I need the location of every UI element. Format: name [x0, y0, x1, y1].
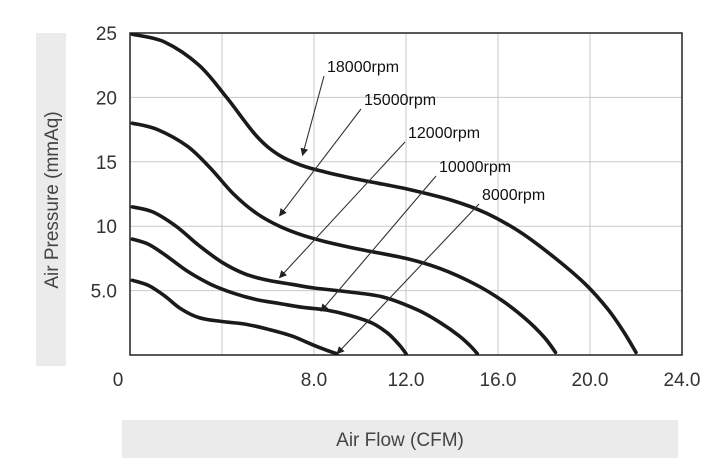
series-curves: [130, 32, 638, 356]
curve-10000rpm: [130, 237, 408, 356]
x-tick-label: 20.0: [572, 370, 609, 391]
leader-18000rpm: [300, 75, 325, 157]
curve-12000rpm: [130, 205, 480, 356]
x-tick-label: 0: [113, 370, 124, 391]
y-axis-title: Air Pressure (mmAq): [42, 111, 63, 288]
y-axis-ticks: 5.0 10 15 20 25: [91, 24, 117, 303]
series-labels: 18000rpm 15000rpm 12000rpm 10000rpm 8000rpm: [327, 59, 545, 204]
y-tick-label: 10: [96, 217, 117, 238]
curve-15000rpm: [130, 121, 558, 355]
x-axis-title: Air Flow (CFM): [336, 430, 464, 451]
label-10000rpm: 10000rpm: [439, 159, 511, 176]
x-tick-label: 8.0: [301, 370, 327, 391]
x-tick-label: 24.0: [664, 370, 701, 391]
y-tick-label: 25: [96, 24, 117, 45]
label-18000rpm: 18000rpm: [327, 59, 399, 76]
y-tick-label: 15: [96, 153, 117, 174]
curve-8000rpm: [130, 278, 339, 356]
x-axis-ticks: 0 8.0 12.0 16.0 20.0 24.0: [113, 370, 701, 391]
series-leader-arrows: [278, 75, 480, 355]
y-axis-title-background: [36, 33, 66, 366]
x-tick-label: 12.0: [388, 370, 425, 391]
leader-15000rpm: [279, 108, 362, 217]
x-tick-label: 16.0: [480, 370, 517, 391]
leader-8000rpm: [336, 203, 480, 355]
label-8000rpm: 8000rpm: [482, 187, 545, 204]
curve-18000rpm: [130, 32, 638, 355]
leader-12000rpm: [278, 141, 406, 279]
leader-10000rpm: [320, 175, 437, 312]
label-12000rpm: 12000rpm: [408, 125, 480, 142]
x-axis-title-background: [122, 420, 678, 458]
label-15000rpm: 15000rpm: [364, 92, 436, 109]
y-tick-label: 20: [96, 88, 117, 109]
y-tick-label: 5.0: [91, 282, 117, 303]
